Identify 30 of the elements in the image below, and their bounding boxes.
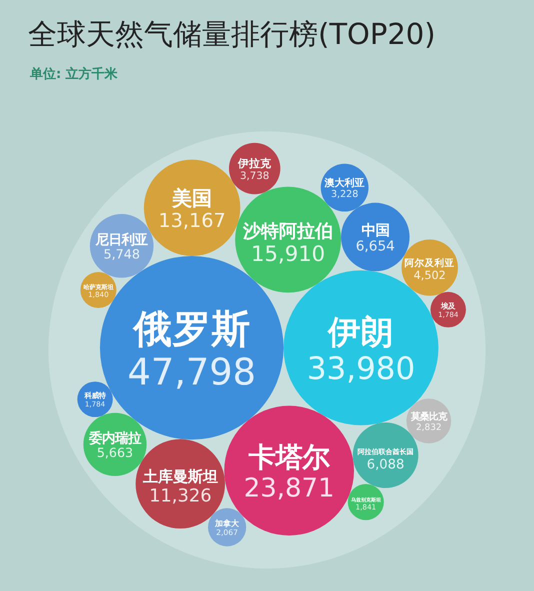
category-label: 沙特阿拉伯 — [242, 221, 334, 242]
category-label: 美国 — [171, 186, 212, 210]
category-label: 加拿大 — [214, 519, 240, 528]
data-label: 47,798 — [128, 350, 256, 394]
data-label: 2,832 — [416, 422, 442, 433]
data-label: 3,738 — [240, 170, 270, 182]
category-label: 伊拉克 — [237, 156, 272, 170]
data-label: 3,228 — [330, 189, 358, 200]
category-label: 伊朗 — [327, 312, 394, 351]
text: 全球天然气储量排行榜(TOP20) — [28, 17, 436, 51]
data-label: 4,502 — [414, 268, 446, 282]
category-label: 俄罗斯 — [131, 307, 250, 352]
text: 单位: 立方千米 — [29, 66, 119, 82]
data-label: 13,167 — [158, 209, 226, 232]
category-label: 卡塔尔 — [248, 442, 331, 474]
category-label: 莫桑比克 — [410, 412, 448, 423]
data-label: 5,748 — [104, 248, 140, 263]
data-label: 33,980 — [306, 350, 416, 387]
data-label: 15,910 — [251, 240, 326, 266]
category-label: 尼日利亚 — [94, 232, 148, 248]
data-label: 5,663 — [96, 445, 134, 460]
category-label: 委内瑞拉 — [88, 430, 141, 446]
category-label: 阿尔及利亚 — [404, 257, 455, 270]
data-label: 11,326 — [149, 486, 212, 507]
category-label: 土库曼斯坦 — [142, 468, 218, 486]
category-label: 澳大利亚 — [324, 177, 365, 190]
data-label: 6,654 — [356, 238, 395, 255]
category-label: 中国 — [361, 222, 390, 239]
data-label: 6,088 — [366, 457, 404, 472]
data-label: 23,871 — [244, 474, 334, 504]
